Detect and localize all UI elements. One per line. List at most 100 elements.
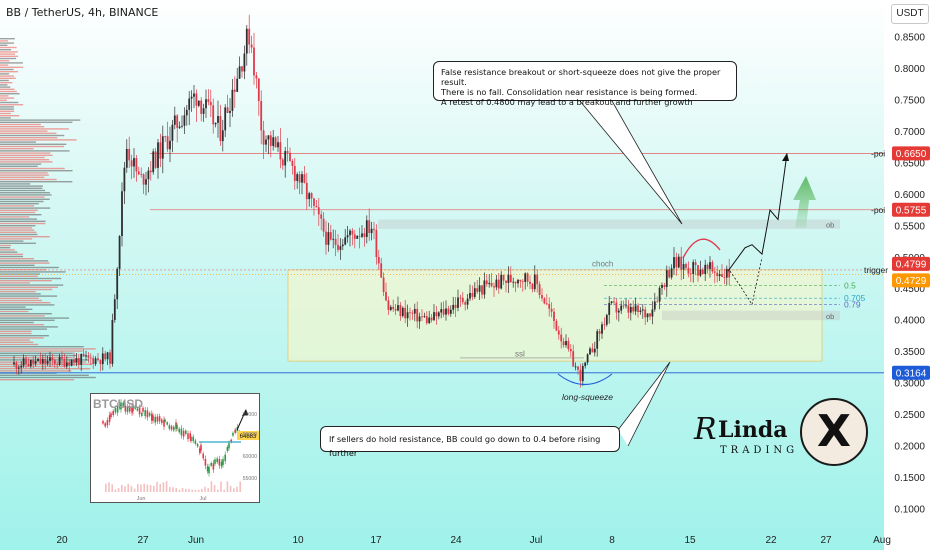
candle-body [356,235,359,239]
candle-body [92,358,95,365]
volume-bar [0,99,7,101]
candle-body [447,308,450,314]
inset-candle [112,411,114,415]
candle-body [44,359,47,364]
inset-candle [202,453,204,459]
volume-bar [0,209,38,211]
inset-volume-bar [172,487,174,492]
ob-label-lower: ob [826,312,834,321]
candle-body [308,193,311,200]
inset-candle [170,426,173,430]
price-tag [892,273,930,288]
volume-bar [0,150,70,152]
candle-body [653,301,656,310]
inset-candle [104,423,106,427]
ob-zone-upper [378,219,840,229]
candle-body [485,280,488,285]
volume-bar [0,308,33,310]
candle-body [101,353,104,365]
candle-body [389,306,392,310]
candle-body [279,142,282,160]
candle-body [142,174,145,185]
ob-zone-lower [662,310,840,321]
candle-body [37,358,39,362]
y-tick-label: 0.2000 [894,442,925,453]
candle-body [25,358,27,365]
inset-y-tick: 70000 [243,412,258,418]
candle-body [639,310,642,312]
candle-body [46,360,49,364]
volume-bar [0,163,42,165]
candle-body [262,130,265,145]
candle-body [15,362,18,369]
candle-body [572,351,575,367]
inset-candle [129,406,131,412]
candle-body [209,101,212,106]
volume-bar [0,112,11,115]
volume-bar [0,200,44,203]
candle-body [353,234,356,239]
candle-body [221,130,224,142]
volume-bar [0,106,14,108]
inset-candle [106,420,109,426]
candle-body [509,274,512,283]
candle-body [385,291,387,301]
volume-bar [0,244,12,247]
candle-body [673,257,675,269]
candle-body [634,305,637,312]
candle-body [236,78,239,92]
candle-body [694,262,697,266]
candle-body [82,354,85,357]
candle-body [169,140,171,150]
candle-body [166,136,169,150]
candle-body [584,362,587,367]
candle-body [370,228,373,234]
fib-label: 0.705 [844,293,866,303]
candle-body [613,301,615,303]
candle-body [557,330,560,335]
candle-body [253,47,255,76]
candle-body [29,359,32,367]
candle-body [238,66,241,79]
inset-candle [232,432,234,436]
candle-body [428,317,431,324]
volume-bar [0,247,11,249]
volume-bar [0,57,17,60]
candle-body [490,282,493,287]
inset-price-tag [237,431,259,440]
candle-body [699,269,702,276]
candle-body [121,191,123,236]
candle-body [493,286,495,288]
candle-body [226,107,229,113]
trigger-label: trigger [864,265,888,275]
inset-candle [226,447,229,451]
inset-volume-bar [175,487,177,492]
candle-body [418,316,421,322]
candle-body [125,148,128,168]
candle-body [404,307,407,319]
brand-line1: Linda [718,417,788,443]
candle-body [149,170,152,173]
candle-body [317,207,320,215]
currency-button[interactable]: USDT [891,4,929,24]
volume-bar [0,137,58,139]
inset-candle [158,416,161,422]
volume-bar [0,260,49,262]
volume-bar [0,348,96,350]
volume-bar [0,225,36,227]
candle-body [608,302,611,315]
volume-bar [0,181,73,183]
candle-body [85,355,87,357]
candle-body [195,93,198,106]
candle-body [661,285,663,288]
price-tag [892,256,930,271]
candle-body [478,285,481,292]
volume-bar [0,117,11,119]
volume-bar [0,176,45,178]
candle-body [373,228,375,230]
candle-body [473,288,476,297]
inset-candle [151,413,153,421]
inset-x-tick: Jun [137,496,146,502]
candle-body [651,309,654,317]
inset-volume-bar [162,482,165,492]
